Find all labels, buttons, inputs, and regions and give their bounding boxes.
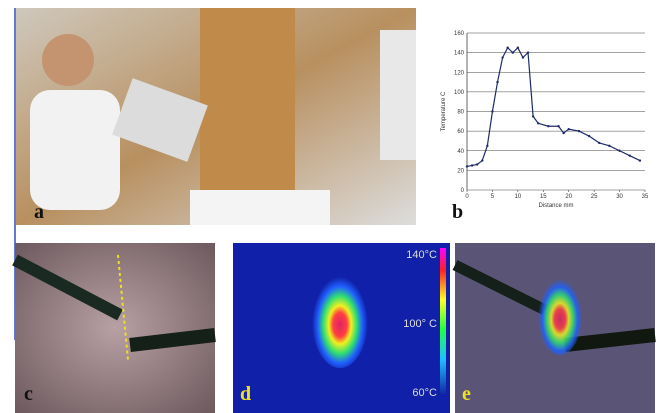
x-tick-label: 10 (515, 194, 522, 200)
point (506, 47, 508, 49)
y-tick-label: 100 (454, 90, 465, 96)
x-tick-label: 20 (565, 194, 572, 200)
y-tick-label: 60 (457, 129, 464, 135)
y-tick-label: 80 (457, 110, 464, 116)
point (568, 128, 570, 130)
x-tick-label: 30 (616, 194, 623, 200)
point (578, 130, 580, 132)
colorbar-label: 60°C (412, 387, 437, 399)
point (512, 51, 514, 53)
point (562, 132, 564, 134)
point (608, 145, 610, 147)
panel-label: c (24, 383, 33, 405)
x-axis-label: Distance mm (538, 203, 573, 209)
point (557, 125, 559, 127)
table (190, 190, 330, 225)
x-tick-label: 35 (642, 194, 649, 200)
y-tick-label: 0 (461, 188, 465, 194)
x-tick-label: 0 (465, 194, 469, 200)
page: a b c 140°C 100° C 60°C d e 020406080100… (0, 0, 661, 413)
x-tick-label: 15 (540, 194, 547, 200)
x-tick-label: 25 (591, 194, 598, 200)
body (30, 90, 120, 210)
door (200, 8, 295, 218)
point (481, 159, 483, 161)
panel-label: a (34, 201, 44, 223)
y-tick-label: 40 (457, 149, 464, 155)
point (588, 135, 590, 137)
point (532, 115, 534, 117)
panel-label: b (452, 201, 463, 223)
y-tick-label: 120 (454, 70, 465, 76)
point (466, 165, 468, 167)
y-tick-label: 20 (457, 168, 464, 174)
point (501, 56, 503, 58)
y-tick-label: 140 (454, 51, 465, 57)
point (496, 81, 498, 83)
point (486, 145, 488, 147)
colorbar-label: 140°C (406, 249, 437, 261)
point (491, 110, 493, 112)
point (598, 142, 600, 144)
x-tick-label: 5 (491, 194, 495, 200)
point (547, 125, 549, 127)
point (639, 159, 641, 161)
point (618, 150, 620, 152)
line (467, 48, 640, 167)
head (42, 34, 94, 86)
hotspot (312, 272, 368, 368)
point (517, 47, 519, 49)
point (522, 56, 524, 58)
point (629, 154, 631, 156)
photo-c (15, 243, 215, 413)
colorbar-label: 100° C (403, 318, 437, 330)
point (476, 163, 478, 165)
y-tick-label: 160 (454, 31, 465, 37)
y-axis-label: Temperature C (441, 91, 447, 131)
point (471, 164, 473, 166)
monitor (380, 30, 416, 160)
hotspot (538, 275, 582, 355)
panel-label: d (240, 383, 251, 405)
point (537, 122, 539, 124)
figure: a b c 140°C 100° C 60°C d e 020406080100… (0, 0, 661, 413)
colorbar (440, 248, 446, 396)
point (527, 51, 529, 53)
instrument (130, 335, 215, 345)
panel-label: e (462, 383, 471, 405)
